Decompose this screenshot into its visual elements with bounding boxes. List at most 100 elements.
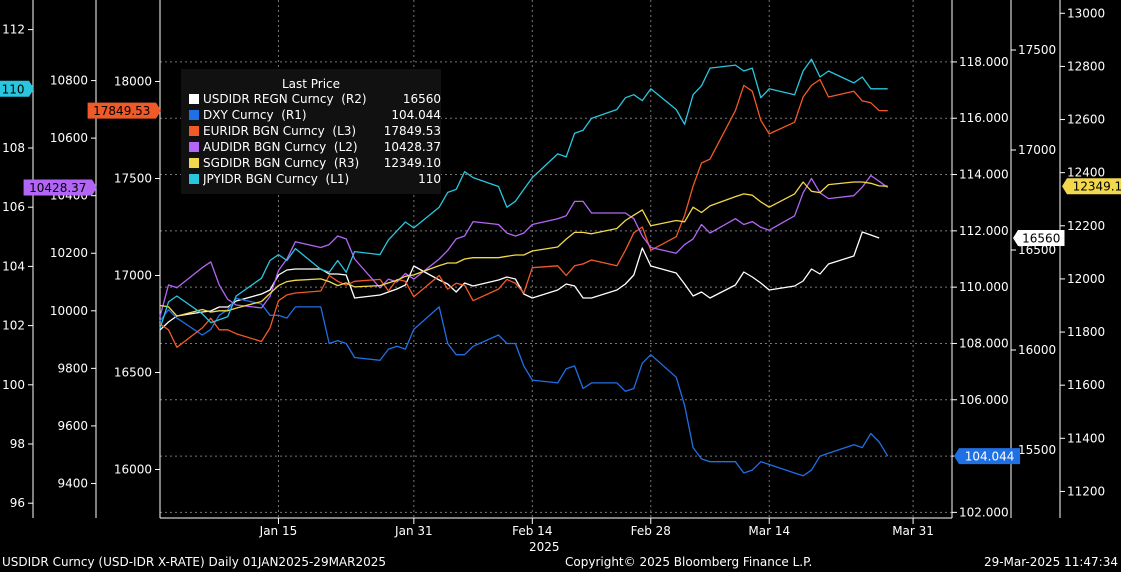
legend-swatch <box>189 94 199 104</box>
y-tick-label-l2: 10000 <box>50 304 88 318</box>
x-tick-label: Jan 15 <box>259 524 298 538</box>
legend-entry-4: SGDIDR BGN Curncy (R3) 12349.10 <box>189 155 441 171</box>
legend-series-name: SGDIDR BGN Curncy (R3) <box>203 156 360 170</box>
x-tick-label: Mar 14 <box>748 524 790 538</box>
footer-timestamp: 29-Mar-2025 11:47:34 <box>983 555 1118 569</box>
legend-series-name: USDIDR REGN Curncy (R2) <box>203 92 367 106</box>
x-year-label: 2025 <box>529 540 560 554</box>
series-line-5 <box>159 58 888 329</box>
y-tick-label-l2: 9400 <box>57 476 88 490</box>
footer-copyright: Copyright© 2025 Bloomberg Finance L.P. <box>565 555 813 569</box>
legend-last-value: 10428.37 <box>383 140 441 154</box>
y-tick-label-r2: 15500 <box>1018 443 1056 457</box>
y-tick-label-r1: 108.000 <box>959 336 1009 350</box>
y-tick-label-r2: 17500 <box>1018 43 1056 57</box>
x-tick-label: Jan 31 <box>394 524 433 538</box>
series-lines <box>159 58 889 477</box>
legend-last-value: 12349.10 <box>383 156 441 170</box>
y-tick-label-r3: 12600 <box>1067 113 1105 127</box>
y-tick-label-r3: 11800 <box>1067 325 1105 339</box>
y-tick-label-r1: 110.000 <box>959 280 1009 294</box>
y-tick-label-l1: 100 <box>2 378 25 392</box>
y-tick-label-r3: 12400 <box>1067 166 1105 180</box>
badge-label: 16560 <box>1022 232 1060 246</box>
x-tick-label: Feb 14 <box>512 524 552 538</box>
badge-shape <box>1062 178 1121 195</box>
y-tick-label-r1: 112.000 <box>959 224 1009 238</box>
y-tick-label-r3: 12200 <box>1067 219 1105 233</box>
y-tick-label-l1: 98 <box>10 437 25 451</box>
series-line-0 <box>159 231 880 331</box>
y-tick-label-l3: 17000 <box>114 268 152 282</box>
y-tick-label-r1: 106.000 <box>959 393 1009 407</box>
badge-label: 104.044 <box>965 450 1015 464</box>
y-tick-label-r2: 16500 <box>1018 243 1056 257</box>
legend-series-name: AUDIDR BGN Curncy (L2) <box>203 140 358 154</box>
series-line-3 <box>159 174 889 317</box>
x-tick-label: Feb 28 <box>631 524 671 538</box>
series-line-2 <box>159 78 888 348</box>
y-tick-label-l2: 10600 <box>50 131 88 145</box>
legend-last-value: 104.044 <box>391 108 441 122</box>
legend-title: Last Price <box>281 77 341 91</box>
y-tick-label-r2: 17000 <box>1018 143 1056 157</box>
legend: Last Price USDIDR REGN Curncy (R2) 16560 D… <box>181 69 441 194</box>
y-tick-label-r3: 13000 <box>1067 6 1105 20</box>
y-tick-label-l2: 9600 <box>57 419 88 433</box>
axes: Jan 15 Jan 31 Feb 14 Feb 28 Mar 14 Mar 31 2025… <box>2 0 1105 554</box>
badge-label: 17849.53 <box>93 104 150 118</box>
legend-last-value: 17849.53 <box>383 124 441 138</box>
legend-series-name: EURIDR BGN Curncy (L3) <box>203 124 357 138</box>
last-value-badge-3: 10428.37 <box>23 179 98 196</box>
last-value-badge-5: 110 <box>0 80 34 97</box>
series-line-1 <box>159 297 889 477</box>
y-tick-label-l3: 16500 <box>114 365 152 379</box>
badge-shape <box>0 80 34 97</box>
legend-entry-3: AUDIDR BGN Curncy (L2) 10428.37 <box>189 139 441 155</box>
y-tick-label-r1: 118.000 <box>959 55 1009 69</box>
legend-swatch <box>189 174 199 184</box>
x-tick-label: Mar 31 <box>892 524 934 538</box>
last-value-badge-1: 104.044 <box>954 448 1021 465</box>
legend-entry-1: DXY Curncy (R1) 104.044 <box>189 107 441 123</box>
y-tick-label-r3: 11600 <box>1067 378 1105 392</box>
y-tick-label-l1: 102 <box>2 319 25 333</box>
legend-series-name: DXY Curncy (R1) <box>203 108 307 122</box>
y-tick-label-l1: 106 <box>2 200 25 214</box>
last-value-badges: 16560 104.044 17849.53 10428.37 12349.10 110 <box>0 80 1121 465</box>
legend-series-name: JPYIDR BGN Curncy (L1) <box>203 172 350 186</box>
legend-swatch <box>189 142 199 152</box>
y-tick-label-r3: 11200 <box>1067 484 1105 498</box>
legend-swatch <box>189 126 199 136</box>
y-tick-label-l1: 112 <box>2 23 25 37</box>
last-value-badge-0: 16560 <box>1013 230 1065 246</box>
legend-entry-0: USDIDR REGN Curncy (R2) 16560 <box>189 91 441 107</box>
last-value-badge-4: 12349.10 <box>1062 178 1121 195</box>
badge-label: 12349.10 <box>1073 180 1121 194</box>
y-tick-label-r1: 114.000 <box>959 168 1009 182</box>
legend-entry-5: JPYIDR BGN Curncy (L1) 110 <box>189 171 441 187</box>
legend-entry-2: EURIDR BGN Curncy (L3) 17849.53 <box>189 123 441 139</box>
legend-swatch <box>189 110 199 120</box>
y-tick-label-l2: 10800 <box>50 74 88 88</box>
y-tick-label-l1: 108 <box>2 141 25 155</box>
legend-last-value: 16560 <box>402 92 441 106</box>
y-tick-label-r3: 12000 <box>1067 272 1105 286</box>
y-tick-label-r1: 116.000 <box>959 111 1009 125</box>
legend-swatch <box>189 158 199 168</box>
y-tick-label-l2: 9800 <box>57 361 88 375</box>
legend-last-value: 110 <box>418 172 441 186</box>
y-tick-label-l3: 16000 <box>114 462 152 476</box>
y-tick-label-r2: 16000 <box>1018 343 1056 357</box>
badge-label: 110 <box>2 82 25 96</box>
y-tick-label-r3: 11400 <box>1067 431 1105 445</box>
y-tick-label-l1: 96 <box>10 496 25 510</box>
badge-shape <box>954 448 1021 465</box>
y-tick-label-l1: 104 <box>2 259 25 273</box>
y-tick-label-r3: 12800 <box>1067 59 1105 73</box>
y-tick-label-r1: 102.000 <box>959 505 1009 519</box>
last-value-badge-2: 17849.53 <box>87 102 161 119</box>
y-tick-label-l3: 17500 <box>114 171 152 185</box>
badge-shape <box>1013 230 1065 246</box>
